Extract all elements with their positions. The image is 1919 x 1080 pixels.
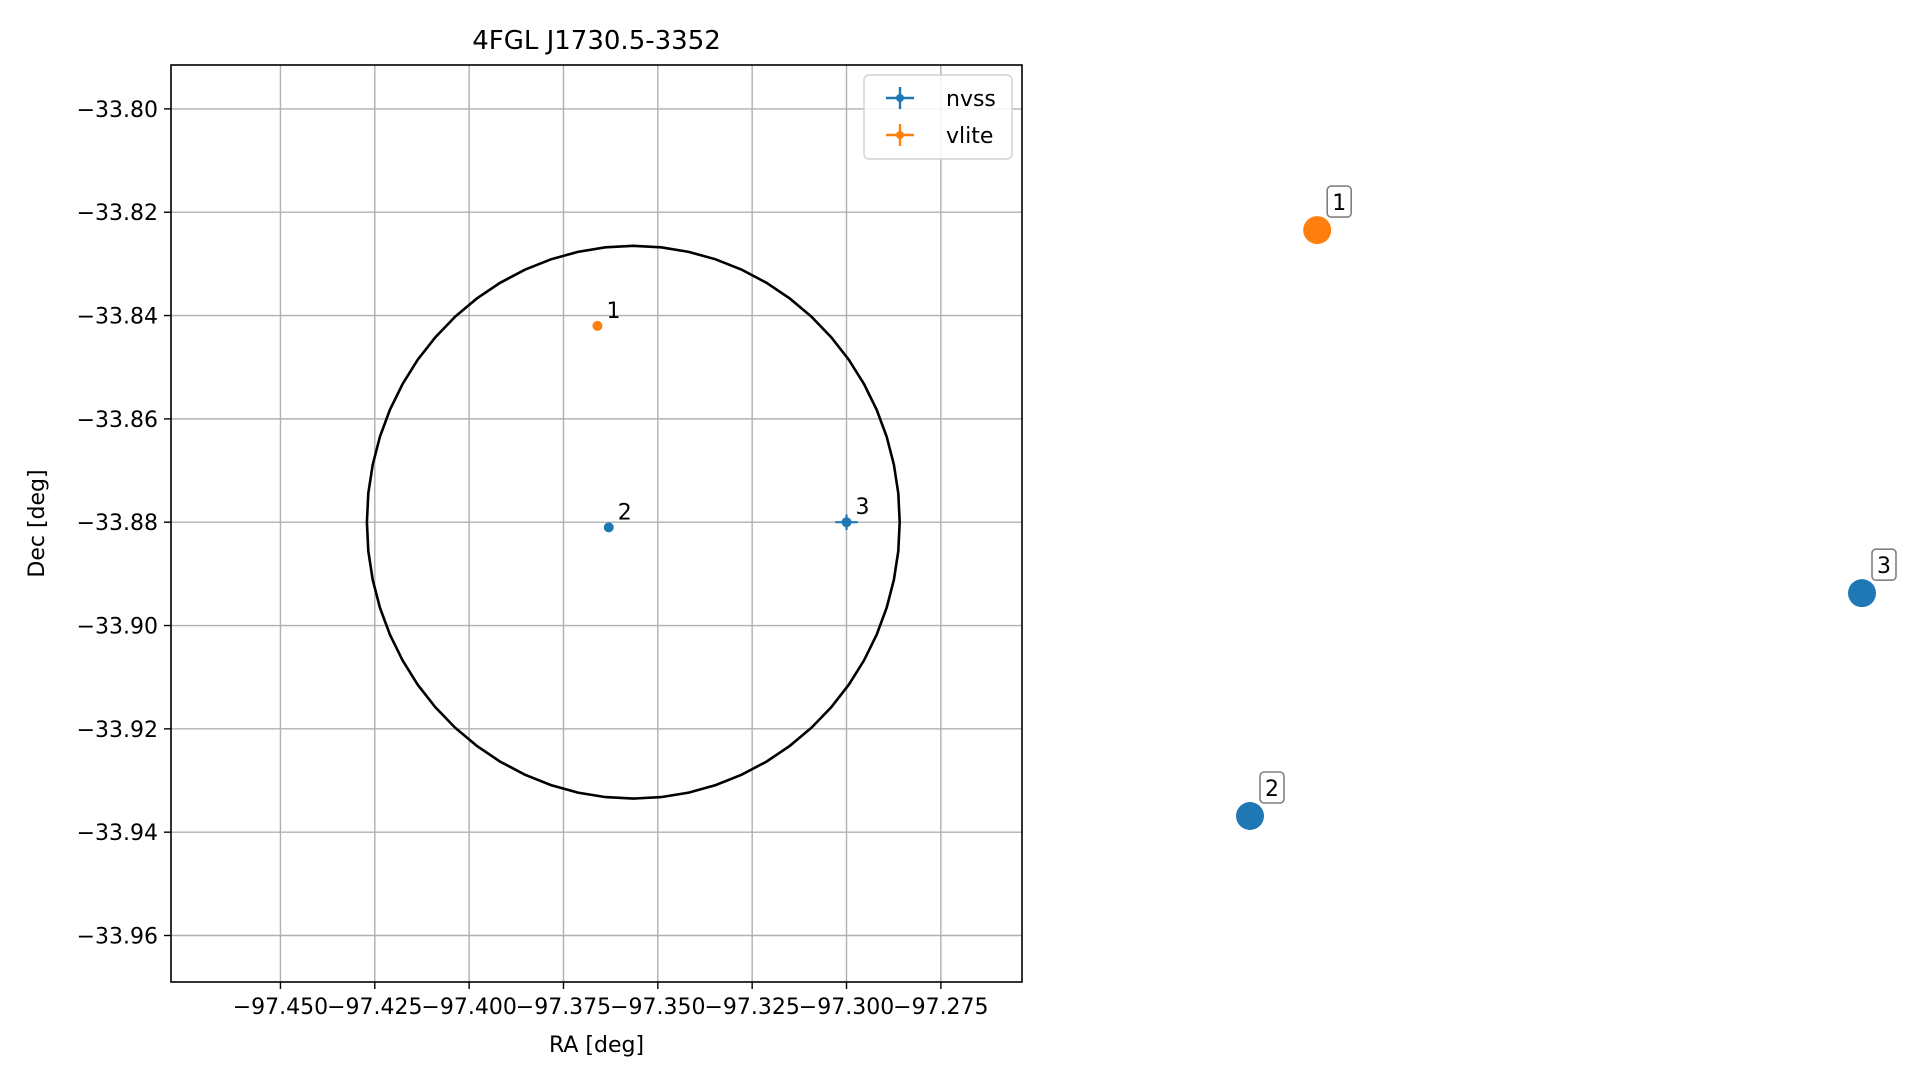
x-axis: −97.450−97.425−97.400−97.375−97.350−97.3… <box>233 982 989 1020</box>
y-tick-label: −33.86 <box>77 408 158 433</box>
side-plot: 1 2 3 <box>1236 185 1897 830</box>
uncertainty-ellipse <box>365 244 901 800</box>
x-tick-label: −97.350 <box>610 995 705 1020</box>
main-plot: 2 31 −97.450−97.425−97.400−97.375−97.350−… <box>25 26 1023 1058</box>
points-layer: 2 3 1 <box>592 299 870 533</box>
legend-label-nvss: nvss <box>946 87 996 112</box>
side-point <box>1303 216 1332 245</box>
x-tick-label: −97.275 <box>893 995 988 1020</box>
x-tick-label: −97.450 <box>233 995 328 1020</box>
side-point <box>1236 802 1264 830</box>
chart-title: 4FGL J1730.5-3352 <box>472 26 721 56</box>
y-tick-label: −33.84 <box>77 305 158 330</box>
legend-marker <box>896 131 904 139</box>
plot-area <box>171 65 1022 982</box>
plot-frame <box>170 64 1023 983</box>
y-tick-label: −33.80 <box>77 98 158 123</box>
side-point-label: 2 <box>1265 777 1279 802</box>
side-point-label-box <box>1326 185 1352 218</box>
ellipse-layer <box>365 244 901 800</box>
y-tick-label: −33.96 <box>77 925 158 950</box>
legend: nvss vlite <box>863 74 1013 160</box>
point-label: 3 <box>856 495 870 520</box>
grid-lines <box>171 65 1022 982</box>
legend-marker <box>896 94 904 102</box>
x-tick-label: −97.375 <box>516 995 611 1020</box>
point-label: 2 <box>618 500 632 525</box>
point-label: 1 <box>606 299 620 324</box>
y-axis: −33.80 −33.82 −33.84 −33.86 −33.88 −33.90 −33.… <box>77 98 171 950</box>
data-point-vlite <box>592 320 603 331</box>
x-tick-label: −97.325 <box>704 995 799 1020</box>
x-tick-label: −97.425 <box>327 995 422 1020</box>
data-point-nvss <box>603 522 614 533</box>
side-point-label: 3 <box>1877 554 1891 579</box>
data-point-nvss <box>841 517 852 528</box>
y-tick-label: −33.82 <box>77 201 158 226</box>
side-point-label-box <box>1871 548 1897 581</box>
legend-label-vlite: vlite <box>946 124 993 149</box>
side-point-label: 1 <box>1332 191 1346 216</box>
x-tick-label: −97.300 <box>799 995 894 1020</box>
y-axis-label: Dec [deg] <box>25 469 50 577</box>
y-tick-label: −33.92 <box>77 718 158 743</box>
y-tick-label: −33.88 <box>77 511 158 536</box>
y-tick-label: −33.94 <box>77 821 158 846</box>
side-point <box>1848 579 1876 608</box>
side-point-label-box <box>1259 771 1285 804</box>
x-axis-label: RA [deg] <box>549 1033 644 1058</box>
x-tick-label: −97.400 <box>421 995 516 1020</box>
y-tick-label: −33.90 <box>77 615 158 640</box>
